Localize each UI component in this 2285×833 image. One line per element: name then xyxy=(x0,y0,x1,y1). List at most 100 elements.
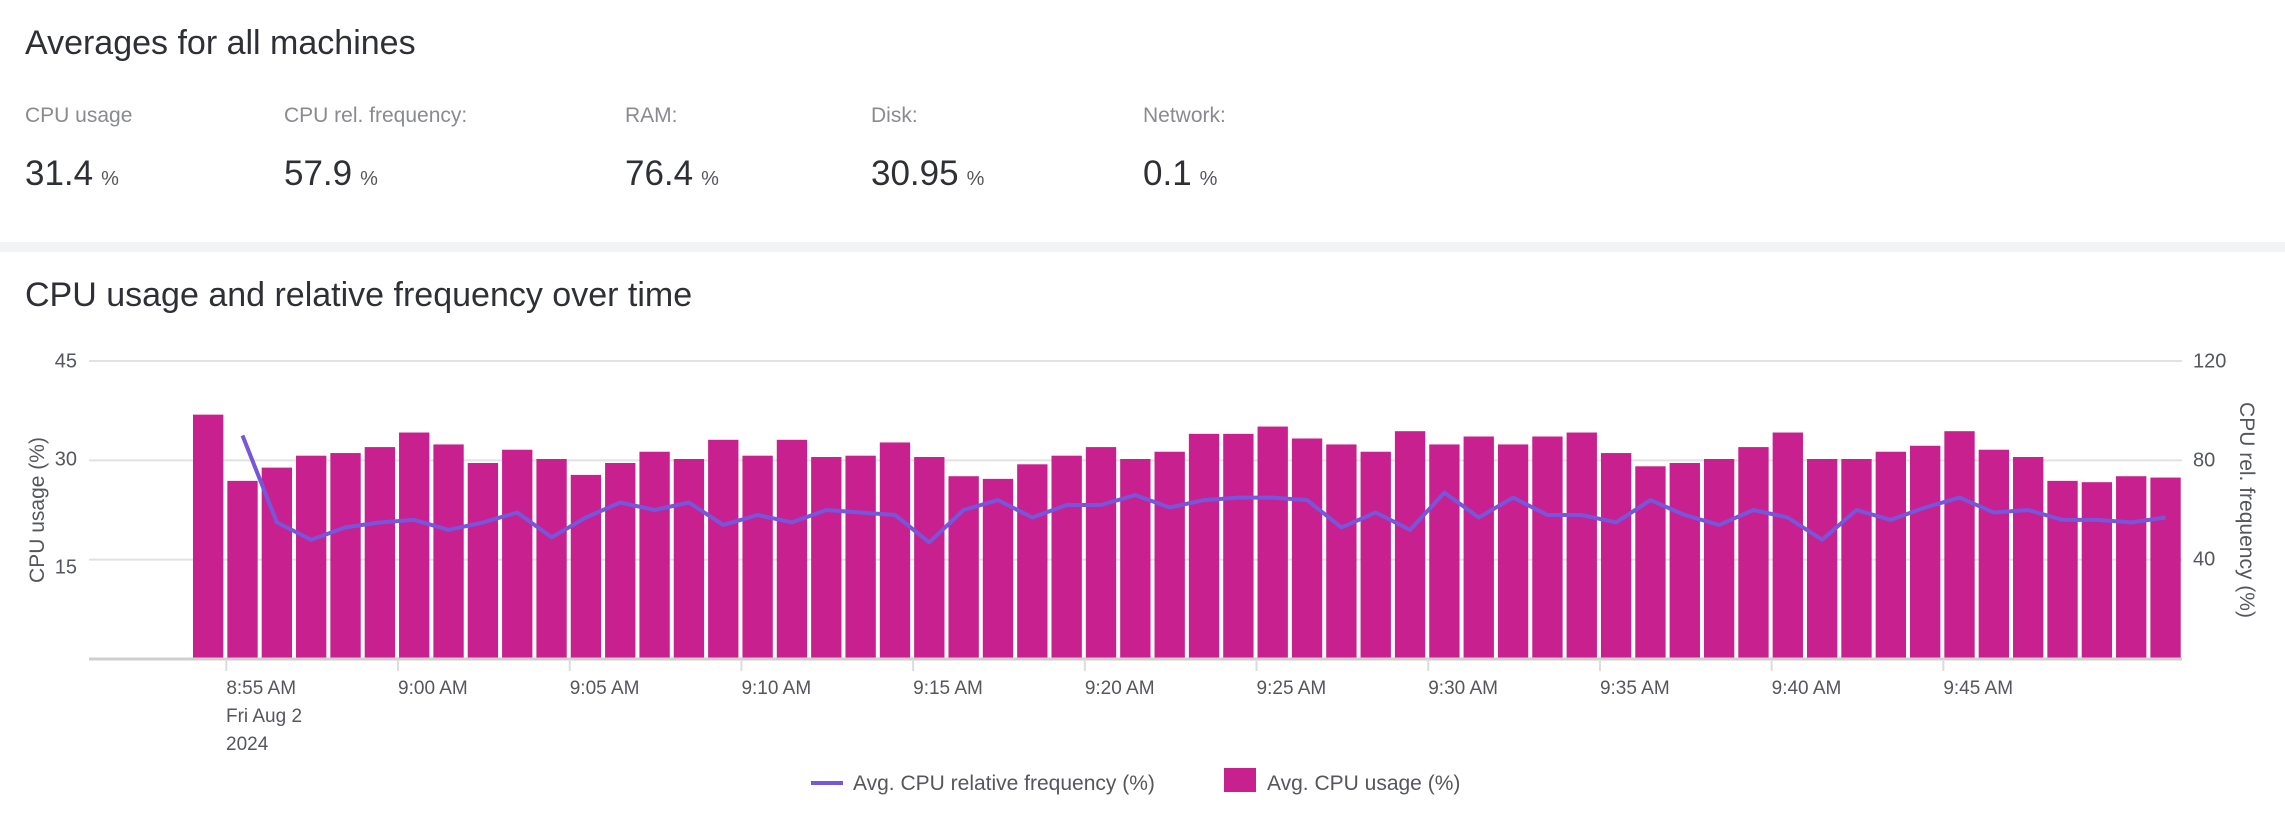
bar-cpu-usage xyxy=(227,480,258,659)
x-date-label: Fri Aug 2 xyxy=(226,706,302,727)
legend-item-cpu-rel-frequency[interactable]: Avg. CPU relative frequency (%) xyxy=(811,772,1155,795)
metric-label: CPU rel. frequency: xyxy=(284,104,468,127)
bar-cpu-usage xyxy=(2081,482,2113,659)
bar-cpu-usage xyxy=(982,478,1014,659)
metric-value: 57.9 xyxy=(284,154,353,193)
bar-cpu-usage xyxy=(2150,477,2181,659)
bar-cpu-usage xyxy=(1978,449,2010,659)
legend: Avg. CPU relative frequency (%) Avg. CPU… xyxy=(811,768,1460,795)
x-tick-label: 9:45 AM xyxy=(1943,678,2013,699)
bar-cpu-usage xyxy=(1051,455,1082,659)
bar-cpu-usage xyxy=(1669,462,1700,659)
y-right-tick-label: 40 xyxy=(2193,548,2215,570)
bar-cpu-usage xyxy=(948,476,979,659)
bar-cpu-usage xyxy=(1223,433,1254,659)
legend-label: Avg. CPU usage (%) xyxy=(1267,772,1460,795)
bar-cpu-usage xyxy=(1497,444,1529,659)
x-tick-label: 9:35 AM xyxy=(1600,678,1670,699)
x-tick-label: 9:10 AM xyxy=(741,678,811,699)
bar-cpu-usage xyxy=(1291,438,1323,659)
bar-cpu-usage xyxy=(742,455,773,659)
metric-unit: % xyxy=(701,168,719,190)
metric-value: 30.95 xyxy=(871,154,959,193)
legend-label: Avg. CPU relative frequency (%) xyxy=(853,772,1155,795)
bar-cpu-usage xyxy=(1257,426,1288,659)
metric-cpu-rel-frequency: CPU rel. frequency: 57.9% xyxy=(284,104,467,194)
bar-cpu-usage xyxy=(1635,466,1666,659)
bar-cpu-usage xyxy=(1394,431,1426,659)
metric-value: 76.4 xyxy=(625,154,694,193)
bar-cpu-usage xyxy=(467,462,499,659)
bar-cpu-usage xyxy=(708,439,739,659)
bar-cpu-usage xyxy=(296,455,327,659)
bar-cpu-usage xyxy=(1188,433,1220,659)
bar-cpu-usage xyxy=(570,474,602,659)
bar-cpu-usage xyxy=(1738,447,1769,659)
y-axis-label: CPU usage (%) xyxy=(26,437,49,583)
bar-cpu-usage xyxy=(1875,451,1906,659)
metric-network: Network: 0.1% xyxy=(1143,104,1226,194)
bar-cpu-usage xyxy=(605,462,636,659)
metric-unit: % xyxy=(1199,168,1218,190)
bar-cpu-usage xyxy=(1772,432,1803,659)
bar-cpu-usage xyxy=(1017,464,1048,659)
metric-label: CPU usage xyxy=(25,104,133,127)
metric-disk: Disk: 30.95% xyxy=(871,104,984,194)
bar-cpu-usage xyxy=(2013,457,2044,659)
bar-cpu-usage xyxy=(502,449,533,659)
bar-cpu-usage xyxy=(193,414,224,659)
averages-title: Averages for all machines xyxy=(25,24,416,62)
bar-cpu-usage xyxy=(1910,445,1941,659)
bar-cpu-usage xyxy=(1429,444,1460,659)
bar-cpu-usage xyxy=(364,447,396,659)
bar-cpu-usage xyxy=(1085,447,1117,659)
bar-cpu-usage xyxy=(1120,459,1151,659)
bar-cpu-usage xyxy=(1703,459,1735,659)
y-right-tick-label: 80 xyxy=(2193,449,2215,471)
x-tick-label: 9:20 AM xyxy=(1085,678,1155,699)
metric-unit: % xyxy=(360,168,378,190)
metric-unit: % xyxy=(101,168,119,190)
y-right-tick-label: 120 xyxy=(2193,350,2226,372)
x-tick-label: 9:30 AM xyxy=(1428,678,1498,699)
bar-cpu-usage xyxy=(879,442,911,659)
x-tick-label: 9:00 AM xyxy=(398,678,468,699)
x-year-label: 2024 xyxy=(226,734,269,755)
averages-card: Averages for all machines CPU usage 31.4… xyxy=(0,0,2285,242)
bar-cpu-usage xyxy=(776,439,808,659)
bar-cpu-usage xyxy=(811,457,842,659)
chart-title: CPU usage and relative frequency over ti… xyxy=(25,276,693,314)
bar-cpu-usage xyxy=(1944,431,1975,659)
bar-cpu-usage xyxy=(330,453,361,659)
x-tick-label: 9:25 AM xyxy=(1257,678,1327,699)
legend-item-cpu-usage[interactable]: Avg. CPU usage (%) xyxy=(1224,768,1460,795)
bar-cpu-usage xyxy=(433,444,464,659)
legend-line-swatch xyxy=(811,781,843,785)
bar-cpu-usage xyxy=(1532,436,1563,659)
y-tick-label: 30 xyxy=(55,448,77,470)
series-line-cpu-rel-frequency xyxy=(240,434,2166,545)
x-tick-label: 9:40 AM xyxy=(1772,678,1842,699)
y-right-axis-label: CPU rel. frequency (%) xyxy=(2235,402,2258,618)
bar-cpu-usage xyxy=(914,457,945,659)
bar-cpu-usage xyxy=(845,455,876,659)
bar-cpu-usage xyxy=(1841,459,1872,659)
bar-cpu-usage xyxy=(1154,451,1185,659)
legend-bar-swatch xyxy=(1224,768,1256,792)
x-tick-label: 8:55 AM xyxy=(226,678,296,699)
metric-label: Network: xyxy=(1143,104,1226,127)
bar-cpu-usage xyxy=(1326,444,1357,659)
metric-value: 0.1 xyxy=(1143,154,1192,193)
x-tick-label: 9:05 AM xyxy=(570,678,640,699)
bar-cpu-usage xyxy=(1463,436,1494,659)
bar-cpu-usage xyxy=(536,459,567,659)
metric-label: Disk: xyxy=(871,104,918,127)
metric-cpu-usage: CPU usage 31.4% xyxy=(25,104,132,194)
metric-label: RAM: xyxy=(625,104,678,127)
bar-cpu-usage xyxy=(639,451,670,659)
metric-unit: % xyxy=(966,168,985,190)
x-tick-label: 9:15 AM xyxy=(913,678,983,699)
y-tick-label: 45 xyxy=(55,350,77,372)
bar-cpu-usage xyxy=(2116,476,2147,659)
